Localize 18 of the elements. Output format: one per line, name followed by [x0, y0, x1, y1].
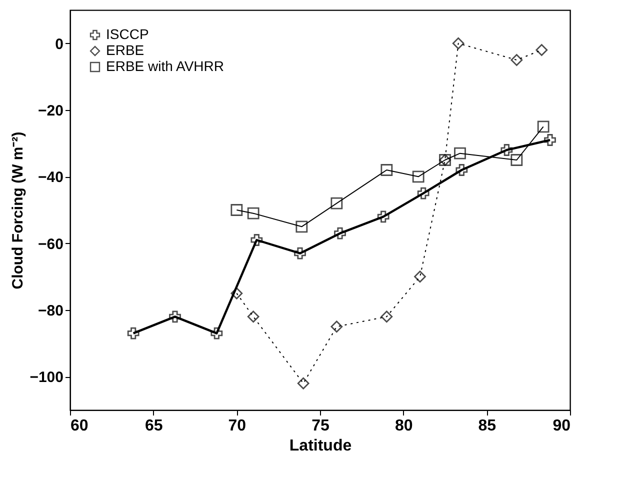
- legend-label: ISCCP: [106, 26, 149, 42]
- y-tick-label: −100: [30, 369, 64, 386]
- x-tick-label: 90: [552, 418, 571, 434]
- x-tick-label: 85: [478, 418, 496, 434]
- x-axis-title: Latitude: [289, 438, 352, 454]
- x-tick-label: 80: [394, 418, 413, 434]
- y-tick-label: −80: [38, 302, 64, 320]
- x-tick-label: 65: [144, 418, 163, 434]
- x-tick-label: 70: [228, 418, 246, 434]
- y-axis-title: Cloud Forcing (W m⁻²): [10, 132, 27, 290]
- legend-label: ERBE with AVHRR: [106, 58, 224, 74]
- x-tick-label: 60: [70, 418, 88, 434]
- legend-label: ERBE: [106, 42, 144, 58]
- y-tick-label: 0: [55, 36, 64, 53]
- y-tick-label: −60: [38, 236, 64, 253]
- y-tick-label: −20: [38, 102, 64, 120]
- x-tick-label: 75: [312, 418, 330, 434]
- y-tick-label: −40: [38, 169, 64, 186]
